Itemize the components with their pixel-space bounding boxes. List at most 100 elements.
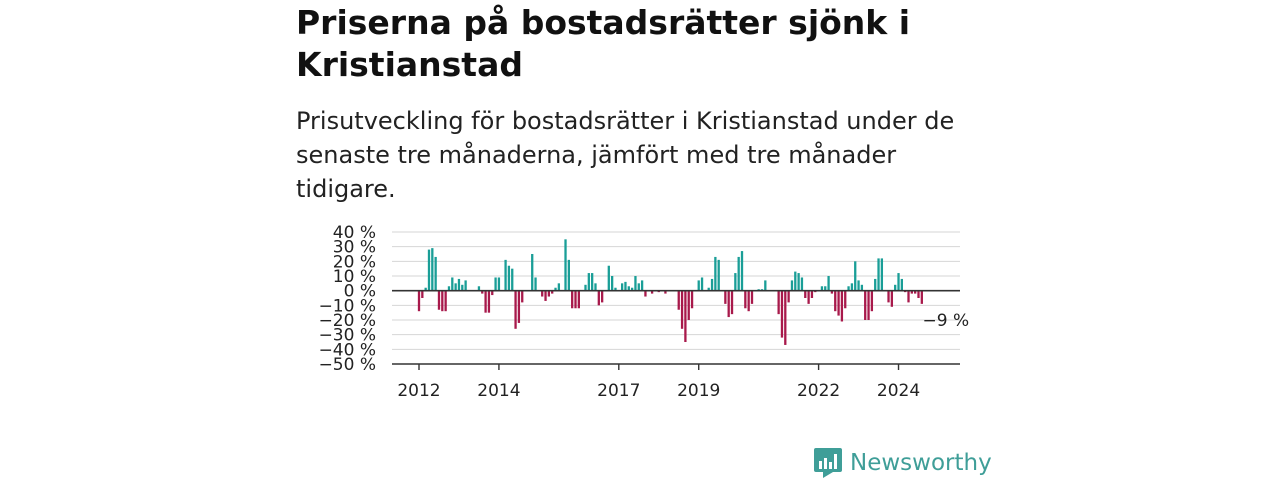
bar [734,273,737,291]
bar [844,290,847,309]
x-tick-label: 2022 [797,381,840,401]
bar [644,290,647,297]
bar [744,290,747,309]
brand-logo: Newsworthy [814,446,992,480]
bar [554,287,557,291]
bar [854,261,857,291]
bar [880,258,884,291]
bar [680,290,684,329]
bar [840,290,844,322]
y-tick-label: −50 % [319,355,376,375]
bar [484,290,487,313]
bar [571,290,574,309]
bar [567,259,570,291]
bar [810,290,814,298]
bar [677,290,680,310]
bar [714,256,717,291]
bar [650,290,654,294]
x-tick-label: 2017 [597,381,640,401]
bar [421,290,424,298]
bar [824,286,827,291]
bar [564,239,567,291]
bar [727,290,730,318]
bar [747,290,750,312]
y-tick-label: 40 % [333,223,376,243]
bar [690,290,694,309]
bar [707,287,710,291]
bar [820,286,824,291]
bar [907,290,910,303]
bar [477,286,481,291]
y-tick-label: −10 % [319,296,376,316]
bar [417,290,421,312]
bar [800,277,804,291]
bar [541,290,544,297]
bar [444,290,447,312]
bar [890,290,894,307]
bar [507,265,511,291]
bar [587,273,590,291]
bar [740,251,744,291]
bar [777,290,780,315]
bar [591,273,594,291]
bar [620,283,624,291]
bar [614,287,617,291]
bar [710,278,714,291]
bar [464,280,467,291]
bar [577,290,580,309]
newsworthy-logo-icon [814,448,842,478]
bar [521,290,524,303]
bar [790,280,794,291]
bar [584,284,587,291]
bar [900,278,903,291]
bar [627,286,630,291]
bar [434,256,437,291]
bar [887,290,890,303]
bar [534,277,537,291]
bar [867,290,870,320]
bar [894,284,897,291]
bar [424,287,427,291]
bar [830,290,834,294]
bar [624,281,627,291]
bar [897,273,900,291]
bar [487,290,491,313]
bar [461,284,464,291]
bar [551,290,554,294]
bar [864,290,867,320]
bar [427,249,431,291]
bar [914,290,917,294]
bar [804,290,807,298]
bar [847,286,850,291]
bar [807,290,810,304]
bar [787,290,790,303]
bar [684,290,687,342]
bar [547,290,551,297]
bar [724,290,727,304]
bar [920,290,923,304]
brand-name: Newsworthy [850,450,992,476]
bar [664,290,667,294]
bar [794,271,797,291]
bar [481,290,484,294]
bar [784,290,787,345]
bar [634,276,637,291]
bar [557,283,561,291]
bar [870,290,874,312]
bar [737,256,740,291]
bar [601,290,604,303]
bar [797,273,800,291]
bar [597,290,600,306]
bar [827,276,830,291]
bar [910,290,913,294]
bar [454,283,457,291]
y-tick-label: −40 % [319,340,376,360]
bar [494,277,497,291]
bar [764,280,767,291]
bar [640,280,644,291]
y-tick-label: −30 % [319,326,376,346]
bar [610,276,614,291]
bar [874,278,877,291]
bar [700,277,704,291]
